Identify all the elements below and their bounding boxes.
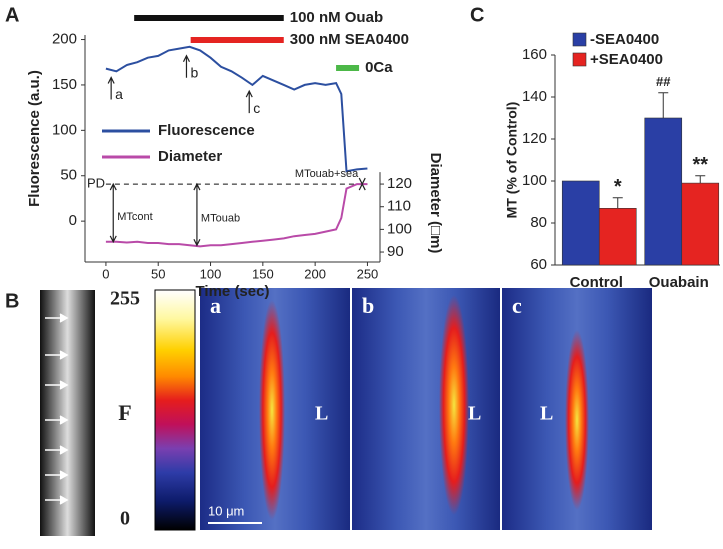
measure-arrow (109, 182, 117, 244)
heat-image (200, 288, 350, 530)
legend-swatch (572, 32, 587, 47)
legend-label: Fluorescence (158, 122, 255, 139)
y2-tick-label: 100 (387, 220, 412, 237)
bar (561, 180, 600, 266)
scale-label: 0 (120, 508, 130, 530)
legend-label: Diameter (158, 148, 222, 165)
y-tick-label: 100 (52, 121, 77, 138)
x-tick-label: 150 (252, 266, 274, 281)
lumen-label: L (468, 403, 481, 425)
treatment-label: 100 nM Ouab (290, 9, 383, 26)
lumen-label: L (540, 403, 553, 425)
image-letter: c (512, 293, 522, 318)
bar (598, 208, 637, 266)
x-tick-label: 0 (102, 266, 109, 281)
measure-arrow (193, 182, 201, 247)
panel-letter: B (5, 290, 19, 312)
point-arrow (245, 89, 253, 114)
error-bar (658, 92, 669, 118)
line-series (105, 45, 368, 173)
error-bar (612, 197, 623, 209)
x-tick-label: Control (570, 274, 623, 291)
lumen-label: L (315, 403, 328, 425)
panel-letter: A (5, 4, 19, 26)
y-tick-label: 80 (530, 214, 547, 231)
error-bar (695, 175, 706, 184)
heat-image (502, 288, 652, 530)
point-label: c (253, 100, 260, 116)
bar (644, 117, 683, 266)
significance-marker: ** (692, 154, 708, 176)
image-letter: b (362, 293, 374, 318)
measure-arrow (358, 177, 366, 191)
measure-label: MTouab+sea (295, 168, 359, 180)
point-label: a (115, 86, 123, 102)
y2-tick-label: 90 (387, 243, 404, 260)
point-label: b (190, 64, 198, 80)
y-tick-label: 60 (530, 256, 547, 273)
y-tick-label: 140 (522, 88, 547, 105)
y-axis-label: Fluorescence (a.u.) (26, 70, 43, 207)
point-arrow (107, 76, 115, 100)
line-series (105, 183, 368, 248)
treatment-bar (190, 37, 284, 43)
x-tick-label: 50 (151, 266, 165, 281)
measure-label: MTcont (117, 211, 152, 223)
x-tick-label: 200 (304, 266, 326, 281)
treatment-bar (134, 15, 284, 21)
scalebar-label: 10 μm (208, 503, 244, 518)
heat-image (352, 288, 500, 530)
bar (681, 182, 720, 266)
x-axis-label: Time (sec) (196, 283, 270, 300)
significance-marker: * (614, 176, 622, 198)
arrows (45, 313, 69, 505)
treatment-label: 300 nM SEA0400 (290, 31, 409, 48)
scale-label: 255 (110, 288, 140, 310)
y-axis-label: MT (% of Control) (504, 102, 520, 219)
y-tick-label: 200 (52, 31, 77, 48)
y-tick-label: 50 (60, 167, 77, 184)
legend-label: +SEA0400 (590, 51, 663, 68)
y-tick-label: 150 (52, 76, 77, 93)
reference-label: PD (87, 176, 105, 191)
scale-label: F (118, 400, 131, 425)
colorbar (154, 289, 196, 531)
raw-image (40, 290, 95, 536)
panel-b-images (40, 288, 652, 536)
measure-label: MTouab (201, 213, 240, 225)
y-tick-label: 120 (522, 130, 547, 147)
panel-letter: C (470, 4, 484, 26)
treatment-bar (336, 65, 360, 71)
significance-marker: ## (656, 74, 671, 89)
x-tick-label: 250 (357, 266, 379, 281)
x-tick-label: 100 (200, 266, 222, 281)
image-letter: a (210, 293, 221, 318)
y-tick-label: 100 (522, 172, 547, 189)
legend-label: -SEA0400 (590, 31, 659, 48)
y2-axis-label: Diameter (□m) (427, 153, 444, 254)
x-tick-label: Ouabain (649, 274, 709, 291)
y2-tick-label: 110 (387, 198, 411, 215)
y2-tick-label: 120 (387, 175, 412, 192)
y-tick-label: 0 (69, 212, 77, 229)
y-tick-label: 160 (522, 46, 547, 63)
point-arrow (182, 54, 191, 78)
legend-swatch (572, 52, 587, 67)
treatment-label: 0Ca (365, 59, 393, 76)
